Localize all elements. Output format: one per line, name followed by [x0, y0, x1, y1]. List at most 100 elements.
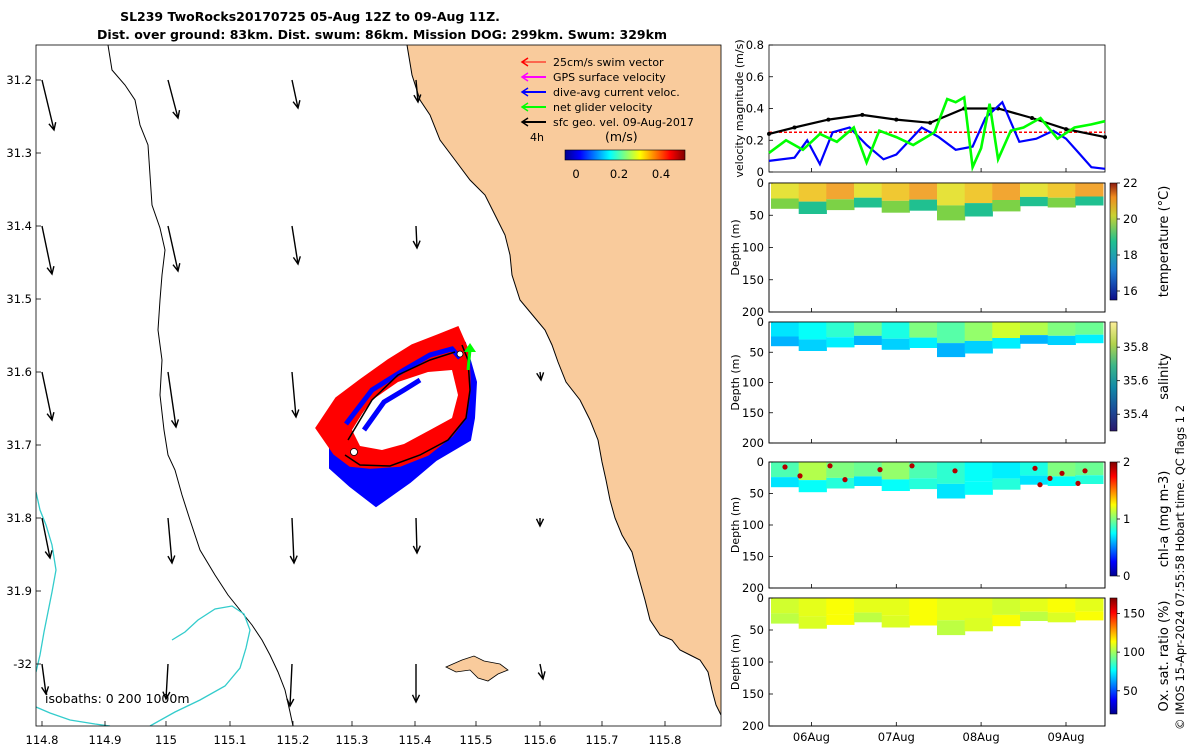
depth-tick-label: 100 [742, 376, 764, 390]
depth-tick-label: 0 [757, 176, 764, 190]
lon-tick-label: 114.9 [89, 733, 122, 747]
section-cell [992, 614, 1021, 627]
map-legend: 25cm/s swim vector GPS surface velocity di… [520, 56, 694, 129]
section-cell [909, 478, 938, 490]
section-cell [854, 612, 883, 623]
geo-velocity-arrow [41, 371, 55, 422]
velocity-y-tick-label: 0.4 [746, 102, 764, 116]
geo-velocity-arrow [412, 517, 421, 555]
depth-axis-label: Depth (m) [729, 497, 742, 553]
depth-tick-label: 0 [757, 315, 764, 329]
time-tick-label: 08Aug [963, 730, 1000, 744]
section-cell [798, 201, 827, 214]
geo-velocity-arrow [537, 663, 546, 681]
depth-tick-label: 100 [742, 518, 764, 532]
section-cell [909, 183, 938, 200]
chl-high-point [782, 464, 788, 470]
section-cell [992, 200, 1021, 212]
section-cell [992, 462, 1021, 479]
section-cell [881, 338, 910, 350]
legend-label: 25cm/s swim vector [553, 56, 664, 69]
geo-velocity-arrow [167, 225, 181, 273]
lat-tick-label: 31.3 [6, 146, 32, 160]
lat-tick-label: 31.5 [6, 292, 32, 306]
colorbar-tick-label: 0 [1123, 569, 1130, 583]
velocity-y-tick-label: 0.6 [746, 70, 764, 84]
section-cell [964, 481, 993, 495]
colorbar-tick-label: 100 [1123, 645, 1145, 659]
section-cell [909, 614, 938, 626]
section-cell [1047, 183, 1076, 198]
geo-velocity-arrow [291, 225, 301, 266]
section-cell [1047, 462, 1076, 477]
glider-path-white [352, 370, 458, 450]
section-cell [1020, 335, 1049, 344]
lon-tick-label: 115 [155, 733, 177, 747]
interval-label: 4h [530, 131, 544, 144]
velocity-data-point [928, 120, 933, 125]
section-cell [909, 337, 938, 348]
time-tick-label: 09Aug [1047, 730, 1084, 744]
chl-high-point [1075, 480, 1081, 486]
velocity-data-point [1064, 127, 1068, 132]
colorbar-label: salinity [1157, 353, 1172, 400]
velocity-data-point [894, 117, 899, 122]
legend-arrowhead [520, 72, 529, 82]
chl-high-point [1047, 475, 1053, 481]
map-frame [35, 44, 722, 727]
geo-velocity-arrow [286, 663, 295, 708]
velocity-series-line [768, 95, 1106, 173]
section-cell [854, 335, 883, 345]
colorbar-tick-label: 16 [1123, 284, 1138, 298]
legend-label: GPS surface velocity [553, 71, 666, 84]
section-cell [854, 462, 883, 477]
section-cell [854, 598, 883, 613]
section-cell [992, 322, 1021, 338]
section-cell [771, 336, 800, 347]
chl-high-point [1037, 482, 1043, 488]
lon-tick-label: 115.4 [399, 733, 432, 747]
section-cell [1047, 598, 1076, 613]
lon-tick-label: 115.3 [336, 733, 369, 747]
velocity-data-point [860, 112, 865, 117]
speed-colorbar-tick: 0.4 [652, 167, 670, 181]
speed-colorbar-title: (m/s) [605, 129, 638, 144]
velocity-y-tick-label: 0.2 [746, 133, 764, 147]
section-cell [937, 620, 966, 636]
lat-tick-label: 31.2 [6, 73, 32, 87]
section-cell [992, 598, 1021, 615]
depth-tick-label: 100 [742, 241, 764, 255]
section-cell [881, 615, 910, 628]
glider-track [315, 326, 478, 508]
isobaths-label: isobaths: 0 200 1000m [45, 691, 190, 706]
lon-tick-label: 115.6 [524, 733, 557, 747]
colorbar-tick-label: 20 [1123, 212, 1138, 226]
geo-velocity-arrow [289, 517, 298, 565]
lat-tick-label: 31.8 [6, 511, 32, 525]
lon-tick-label: 115.8 [649, 733, 682, 747]
chl-high-point [1059, 470, 1065, 476]
section-cell [937, 598, 966, 621]
geo-velocity-arrow [41, 79, 57, 132]
colorbar-tick-label: 150 [1123, 606, 1145, 620]
section-cell [826, 337, 855, 348]
colorbar-tick-label: 18 [1123, 248, 1138, 262]
map-longitude-axis: 114.8 114.9 115 115.1 115.2 115.3 115.4 115.5 11… [26, 721, 682, 747]
depth-tick-label: 100 [742, 655, 764, 669]
velocity-data-point [767, 131, 771, 136]
depth-tick-label: 150 [742, 406, 764, 420]
section-cell [909, 462, 938, 479]
section-cell [1020, 598, 1049, 612]
section-cell [771, 598, 800, 614]
section-cell [826, 614, 855, 625]
section-cell [854, 197, 883, 208]
depth-tick-label: 200 [742, 719, 764, 733]
section-colorbar [1109, 461, 1118, 577]
isobath-1000m-b [36, 605, 251, 726]
geo-velocity-arrow [413, 79, 422, 104]
section-panel-4: 0 50 100 150 200 Depth (m) 50 100 150 Ox. sat. ra… [729, 591, 1172, 733]
section-cell [1047, 197, 1076, 208]
